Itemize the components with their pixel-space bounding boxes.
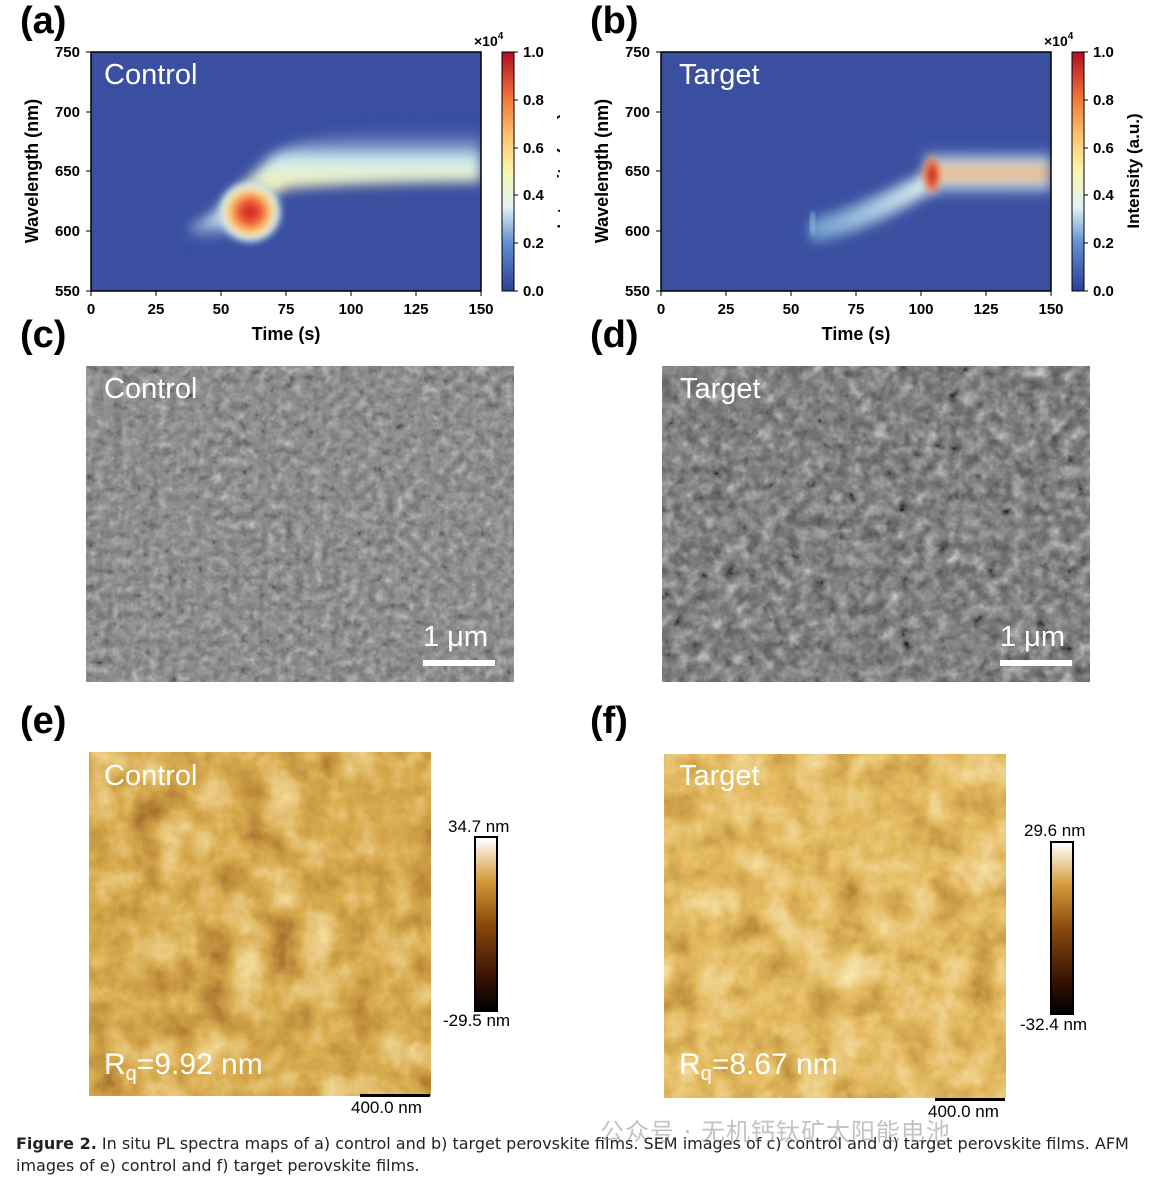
x-tick-label: 150 bbox=[1038, 301, 1063, 318]
y-tick-label: 750 bbox=[625, 44, 650, 61]
afm-cbar-min: -29.5 nm bbox=[443, 1011, 511, 1030]
caption-text: In situ PL spectra maps of a) control an… bbox=[16, 1134, 1129, 1175]
colorbar-ticks: 1.0 0.8 0.6 0.4 0.2 0.0 bbox=[514, 44, 545, 300]
x-axis-label: Time (s) bbox=[252, 324, 321, 344]
cbar-tick-label: 0.0 bbox=[1093, 283, 1114, 300]
sem-image-target: Target 1 μm bbox=[662, 366, 1090, 682]
watermark: 公众号 · 无机钙钛矿太阳能电池 bbox=[600, 1118, 951, 1146]
cbar-tick-label: 1.0 bbox=[523, 44, 544, 61]
y-tick-label: 650 bbox=[625, 163, 650, 180]
panel-label-e: (e) bbox=[20, 700, 67, 742]
figure-caption: Figure 2. In situ PL spectra maps of a) … bbox=[16, 1133, 1156, 1177]
scale-bar-label: 1 μm bbox=[1000, 621, 1066, 653]
cbar-tick-label: 0.2 bbox=[523, 235, 544, 252]
x-tick-label: 75 bbox=[278, 301, 295, 318]
x-tick-label: 100 bbox=[338, 301, 363, 318]
caption-label: Figure 2. bbox=[16, 1134, 97, 1153]
x-axis-label: Time (s) bbox=[822, 324, 891, 344]
cbar-tick-label: 1.0 bbox=[1093, 44, 1114, 61]
x-tick-label: 0 bbox=[87, 301, 95, 318]
rq-value: Rq=9.92 nm bbox=[104, 1048, 263, 1085]
afm-scale-label: 400.0 nm bbox=[928, 1102, 999, 1121]
y-ticks: 750 700 650 600 550 bbox=[55, 44, 91, 300]
y-tick-label: 600 bbox=[625, 223, 650, 240]
y-tick-label: 700 bbox=[625, 104, 650, 121]
y-tick-label: 700 bbox=[55, 104, 80, 121]
pl-map-control: 750 700 650 600 550 0 25 50 75 100 125 1… bbox=[22, 31, 560, 344]
sem-label: Target bbox=[680, 373, 761, 405]
panel-label-c: (c) bbox=[20, 314, 67, 356]
sem-texture bbox=[662, 366, 1090, 682]
x-tick-label: 125 bbox=[403, 301, 428, 318]
pl-map-target: 750 700 650 600 550 0 25 50 75 100 125 1… bbox=[592, 31, 1143, 344]
afm-scale-label: 400.0 nm bbox=[351, 1098, 422, 1117]
afm-colorbar-control bbox=[474, 836, 498, 1012]
x-tick-label: 25 bbox=[718, 301, 735, 318]
afm-label: Control bbox=[104, 760, 198, 792]
cbar-label: Intensity (a.u.) bbox=[1124, 113, 1143, 228]
afm-image-target: Target Rq=8.67 nm bbox=[664, 754, 1006, 1098]
afm-cbar-min: -32.4 nm bbox=[1020, 1015, 1088, 1034]
heatmap-annotation: Target bbox=[679, 59, 760, 91]
y-tick-label: 750 bbox=[55, 44, 80, 61]
afm-colorbar-target bbox=[1050, 841, 1074, 1015]
afm-cbar-max: 29.6 nm bbox=[1024, 821, 1086, 840]
cbar-tick-label: 0.6 bbox=[523, 140, 544, 157]
panel-label-f: (f) bbox=[590, 700, 628, 742]
panel-label-d: (d) bbox=[590, 314, 639, 356]
cbar-tick-label: 0.8 bbox=[523, 92, 544, 109]
cbar-tick-label: 0.4 bbox=[523, 187, 545, 204]
afm-texture bbox=[89, 752, 431, 1096]
x-ticks: 0 25 50 75 100 125 150 bbox=[87, 291, 494, 318]
heatmap-annotation: Control bbox=[104, 59, 198, 91]
x-tick-label: 0 bbox=[657, 301, 665, 318]
x-tick-label: 75 bbox=[848, 301, 865, 318]
x-tick-label: 100 bbox=[908, 301, 933, 318]
cbar-tick-label: 0.0 bbox=[523, 283, 544, 300]
cbar-label: Intensity (a.u.) bbox=[554, 113, 560, 228]
afm-cbar-max: 34.7 nm bbox=[448, 817, 510, 836]
afm-image-control: Control Rq=9.92 nm bbox=[89, 752, 431, 1096]
sem-texture bbox=[86, 366, 514, 682]
y-axis-label: Wavelength (nm) bbox=[22, 99, 42, 243]
cbar-tick-label: 0.8 bbox=[1093, 92, 1114, 109]
x-tick-label: 150 bbox=[468, 301, 493, 318]
scale-bar bbox=[1000, 660, 1072, 666]
x-tick-label: 25 bbox=[148, 301, 165, 318]
scale-bar bbox=[423, 660, 495, 666]
afm-label: Target bbox=[679, 760, 760, 792]
cbar-tick-label: 0.6 bbox=[1093, 140, 1114, 157]
sem-image-control: Control 1 μm bbox=[86, 366, 514, 682]
y-axis-label: Wavelength (nm) bbox=[592, 99, 612, 243]
y-tick-label: 650 bbox=[55, 163, 80, 180]
cbar-tick-label: 0.2 bbox=[1093, 235, 1114, 252]
afm-scale-bar bbox=[360, 1094, 430, 1097]
scale-bar-label: 1 μm bbox=[423, 621, 489, 653]
y-tick-label: 550 bbox=[55, 283, 80, 300]
x-tick-label: 50 bbox=[783, 301, 800, 318]
panel-label-b: (b) bbox=[590, 0, 639, 42]
y-tick-label: 550 bbox=[625, 283, 650, 300]
cbar-multiplier: ×104 bbox=[474, 31, 504, 49]
panel-label-a: (a) bbox=[20, 0, 67, 42]
rq-value: Rq=8.67 nm bbox=[679, 1048, 838, 1085]
afm-texture bbox=[664, 754, 1006, 1098]
x-tick-label: 125 bbox=[973, 301, 998, 318]
sem-label: Control bbox=[104, 373, 198, 405]
cbar-tick-label: 0.4 bbox=[1093, 187, 1115, 204]
x-tick-label: 50 bbox=[213, 301, 230, 318]
afm-scale-bar bbox=[935, 1098, 1005, 1101]
cbar-multiplier: ×104 bbox=[1044, 31, 1074, 49]
y-tick-label: 600 bbox=[55, 223, 80, 240]
